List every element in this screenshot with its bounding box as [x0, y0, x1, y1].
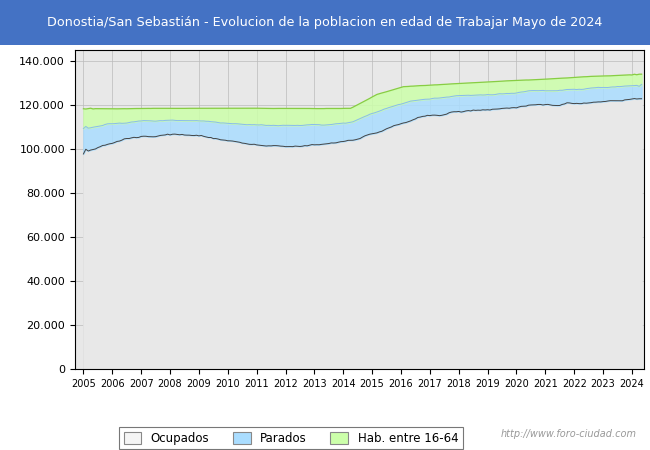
Text: Donostia/San Sebastián - Evolucion de la poblacion en edad de Trabajar Mayo de 2: Donostia/San Sebastián - Evolucion de la…: [47, 16, 603, 29]
Legend: Ocupados, Parados, Hab. entre 16-64: Ocupados, Parados, Hab. entre 16-64: [119, 427, 463, 450]
Text: http://www.foro-ciudad.com: http://www.foro-ciudad.com: [501, 429, 637, 439]
Text: FORO-CIUDAD.COM: FORO-CIUDAD.COM: [223, 236, 495, 260]
